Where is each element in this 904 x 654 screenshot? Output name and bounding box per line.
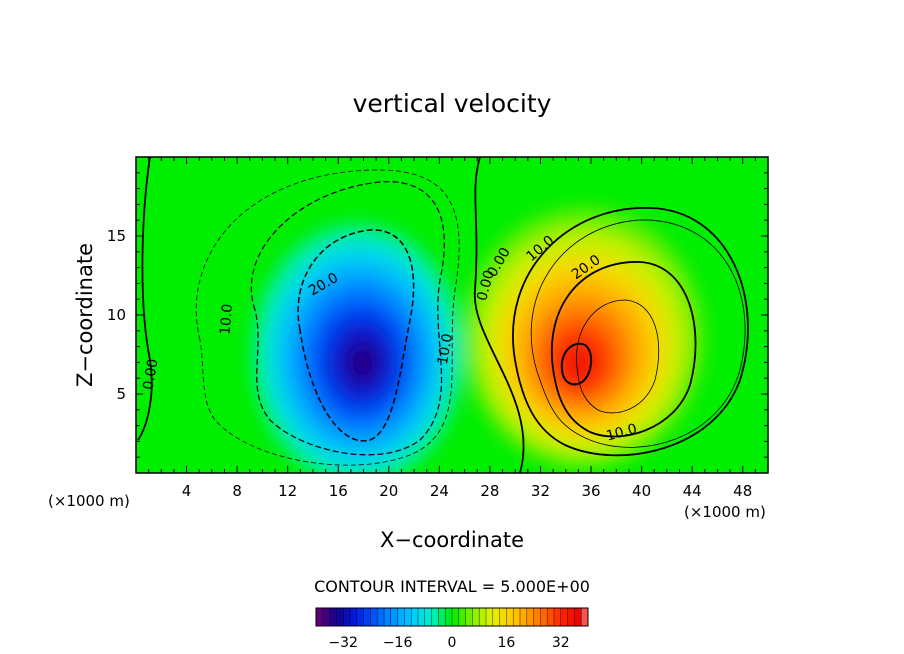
colorbar-swatch [526, 608, 535, 626]
colorbar-swatch [574, 608, 582, 626]
colorbar-swatch [540, 608, 548, 626]
colorbar-swatch [581, 608, 589, 626]
colorbar-tick-label: 32 [552, 635, 570, 651]
colorbar-frame [315, 607, 589, 627]
contour-label: 0.00 [140, 358, 161, 391]
y-axis-label: Z−coordinate [73, 243, 97, 387]
colorbar-swatch [411, 608, 419, 626]
x-tick-label: 8 [232, 482, 242, 500]
colorbar-swatch [356, 608, 365, 626]
contour-line [297, 229, 415, 442]
colorbar-swatch [350, 608, 358, 626]
colorbar-swatch [431, 608, 439, 626]
colorbar-swatch [492, 608, 501, 626]
colorbar-swatch [520, 608, 528, 626]
x-tick-label: 32 [531, 482, 550, 500]
x-tick-label: 16 [329, 482, 348, 500]
x-tick-label: 36 [581, 482, 600, 500]
contour-line [576, 299, 660, 414]
contour-lines [137, 157, 749, 473]
colorbar-swatch [397, 608, 405, 626]
colorbar-swatch [363, 608, 371, 626]
colorbar-swatch [329, 608, 337, 626]
colorbar-swatch [479, 608, 487, 626]
x-tick-label: 4 [182, 482, 192, 500]
colorbar-swatch [404, 608, 412, 626]
velocity-field [252, 208, 704, 473]
contour-line [560, 342, 593, 386]
colorbar-swatch [445, 608, 453, 626]
colorbar-tick-label: −16 [383, 635, 413, 651]
colorbar-swatch [458, 608, 467, 626]
colorbar-tick-label: −32 [328, 635, 358, 651]
colorbar [315, 607, 589, 627]
x-tick-label: 24 [430, 482, 449, 500]
y-axis-ticks: 5 10 15 [107, 172, 768, 458]
colorbar-swatch [370, 608, 378, 626]
colorbar-swatch [384, 608, 392, 626]
colorbar-swatch [438, 608, 446, 626]
colorbar-swatch [513, 608, 521, 626]
colorbar-swatch [560, 608, 569, 626]
colorbar-swatch [424, 608, 433, 626]
colorbar-ticks: −32 −16 0 16 32 [328, 635, 569, 651]
contour-label: 10.0 [604, 421, 638, 445]
colorbar-swatch [533, 608, 541, 626]
colorbar-swatch [322, 608, 331, 626]
x-tick-label: 40 [632, 482, 651, 500]
contour-line [250, 181, 445, 456]
y-tick-label: 5 [116, 385, 126, 403]
downdraft-band [345, 342, 380, 384]
colorbar-swatch [465, 608, 473, 626]
colorbar-swatch [343, 608, 351, 626]
x-tick-label: 28 [480, 482, 499, 500]
y-tick-label: 15 [107, 227, 126, 245]
chart-title: vertical velocity [353, 89, 552, 118]
colorbar-swatch [452, 608, 460, 626]
x-tick-label: 20 [379, 482, 398, 500]
colorbar-swatch [418, 608, 426, 626]
colorbar-tick-label: 16 [497, 635, 515, 651]
y-tick-label: 10 [107, 306, 126, 324]
colorbar-swatch [506, 608, 514, 626]
x-tick-label: 48 [733, 482, 752, 500]
colorbar-swatch [390, 608, 399, 626]
colorbar-swatch [486, 608, 494, 626]
contour-line [550, 261, 697, 438]
contour-line [195, 169, 460, 466]
colorbar-swatch [554, 608, 562, 626]
contour-line [474, 157, 525, 473]
contour-label: 10.0 [435, 332, 456, 365]
contour-label: 0.00 [474, 268, 498, 302]
x-unit-left: (×1000 m) [48, 492, 130, 510]
contour-label: 10.0 [217, 303, 236, 335]
x-axis-ticks: 4 8 12 16 20 24 28 32 36 40 44 48 [148, 157, 756, 500]
contour-interval-label: CONTOUR INTERVAL = 5.000E+00 [314, 577, 590, 596]
colorbar-swatch [472, 608, 480, 626]
colorbar-swatch [377, 608, 385, 626]
colorbar-swatch [547, 608, 555, 626]
updraft-band [560, 342, 599, 385]
colorbar-swatch [336, 608, 344, 626]
colorbar-tick-label: 0 [448, 635, 457, 651]
x-tick-label: 12 [278, 482, 297, 500]
x-tick-label: 44 [683, 482, 702, 500]
contour-line [512, 207, 749, 457]
x-unit-right: (×1000 m) [684, 503, 766, 521]
plot-area [136, 157, 768, 473]
x-axis-label: X−coordinate [380, 528, 524, 552]
contour-line [137, 157, 153, 441]
colorbar-swatch [316, 608, 324, 626]
contour-line [530, 219, 746, 448]
colorbar-swatch [499, 608, 507, 626]
colorbar-swatch [567, 608, 575, 626]
